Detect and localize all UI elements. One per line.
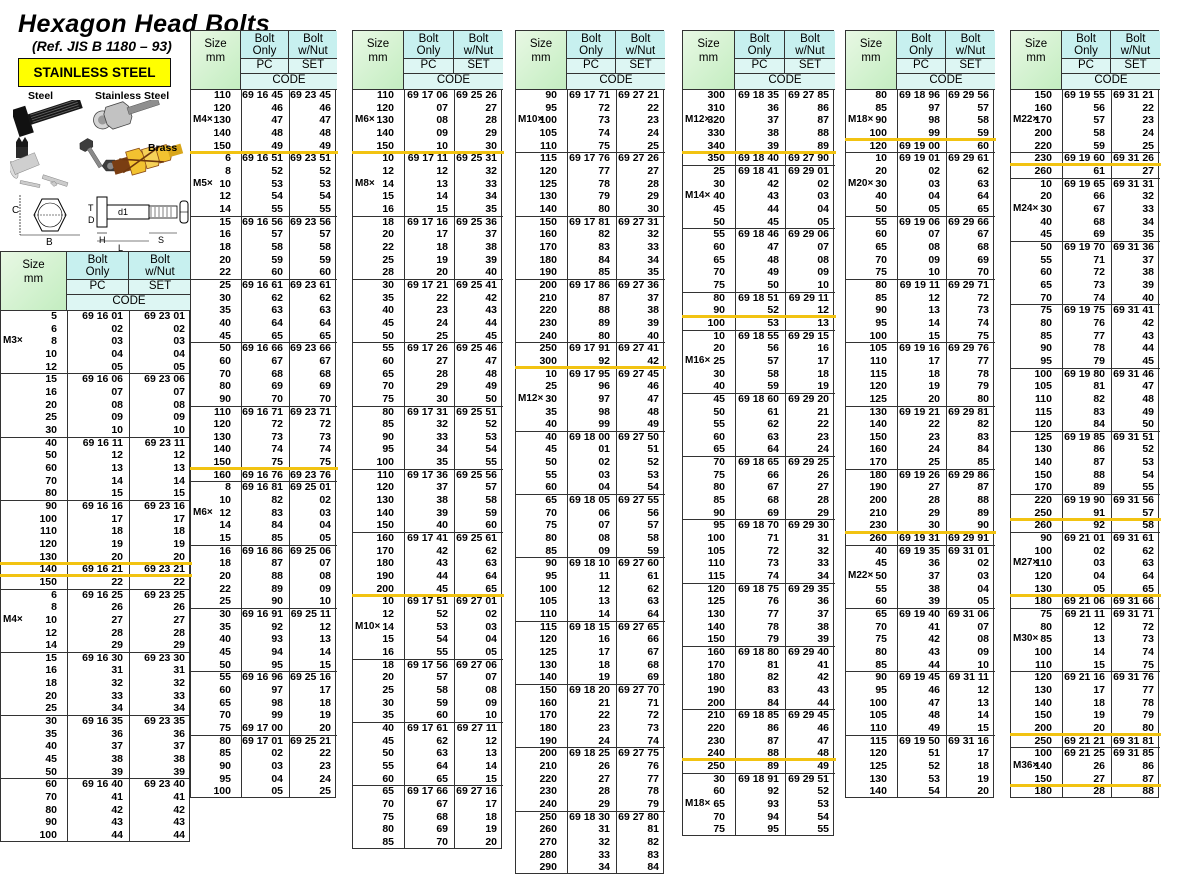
svg-text:C: C	[12, 205, 19, 216]
svg-text:H: H	[99, 235, 106, 245]
svg-text:S: S	[158, 235, 164, 245]
svg-text:T: T	[88, 203, 94, 213]
svg-text:B: B	[46, 237, 53, 248]
svg-text:D: D	[88, 215, 95, 225]
svg-text:d1: d1	[118, 207, 128, 217]
